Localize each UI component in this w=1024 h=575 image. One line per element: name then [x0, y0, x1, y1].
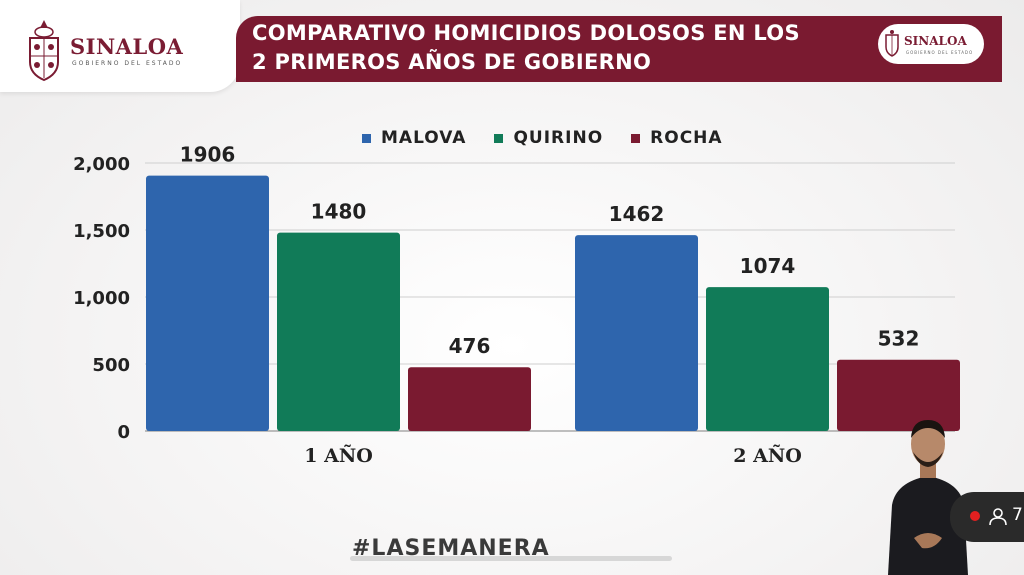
legend-label-rocha: ROCHA [650, 128, 723, 148]
legend-swatch-quirino [494, 133, 504, 143]
bar-quirino-1 [277, 232, 400, 431]
y-tick-label: 1,000 [73, 288, 130, 309]
right-logo: SINALOA GOBIERNO DEL ESTADO [878, 24, 984, 64]
y-tick-label: 0 [117, 422, 130, 443]
right-logo-text: SINALOA [904, 34, 967, 48]
data-label: 1462 [609, 202, 665, 226]
right-logo-subtext: GOBIERNO DEL ESTADO [906, 50, 974, 55]
bar-malova-2 [575, 235, 698, 431]
title-line-1: COMPARATIVO HOMICIDIOS DOLOSOS EN LOS [252, 21, 800, 45]
sinaloa-logo: SINALOA GOBIERNO DEL ESTADO [0, 0, 240, 92]
title-line-2: 2 PRIMEROS AÑOS DE GOBIERNO [252, 50, 652, 74]
x-tick-label: 2 AÑO [733, 444, 802, 467]
y-tick-label: 2,000 [73, 154, 130, 175]
chart-legend: MALOVA QUIRINO ROCHA [362, 128, 723, 148]
bar-rocha-1 [408, 367, 531, 431]
data-label: 532 [878, 327, 920, 351]
bar-malova-1 [146, 175, 269, 431]
legend-item-rocha: ROCHA [631, 128, 722, 148]
page-title: COMPARATIVO HOMICIDIOS DOLOSOS EN LOS 2 … [252, 19, 800, 77]
y-tick-label: 1,500 [73, 221, 130, 242]
emblem-icon [885, 30, 899, 57]
live-dot-icon [970, 511, 980, 521]
legend-item-malova: MALOVA [362, 128, 466, 148]
x-tick-label: 1 AÑO [304, 444, 373, 467]
logo-text: SINALOA [70, 34, 184, 59]
legend-swatch-rocha [631, 133, 641, 143]
data-label: 1906 [180, 143, 236, 167]
bar-rocha-2 [837, 359, 960, 431]
y-tick-label: 500 [92, 355, 130, 376]
title-banner: COMPARATIVO HOMICIDIOS DOLOSOS EN LOS 2 … [236, 16, 1002, 82]
sign-language-interpreter [888, 420, 968, 575]
bar-quirino-2 [706, 287, 829, 431]
user-icon [989, 508, 1007, 526]
logo-subtext: GOBIERNO DEL ESTADO [72, 60, 183, 67]
legend-item-quirino: QUIRINO [494, 128, 603, 148]
viewer-count: 7 [1012, 505, 1023, 525]
coat-of-arms-icon [29, 20, 59, 82]
data-label: 1074 [740, 254, 796, 278]
legend-label-quirino: QUIRINO [513, 128, 604, 148]
live-viewers-button[interactable]: 7 [950, 492, 1024, 542]
data-label: 476 [449, 334, 491, 358]
legend-swatch-malova [362, 133, 371, 143]
video-progress-bar[interactable] [350, 556, 672, 561]
header: SINALOA GOBIERNO DEL ESTADO COMPARATIVO … [0, 0, 1024, 95]
data-label: 1480 [311, 200, 367, 224]
legend-label-malova: MALOVA [381, 128, 467, 148]
